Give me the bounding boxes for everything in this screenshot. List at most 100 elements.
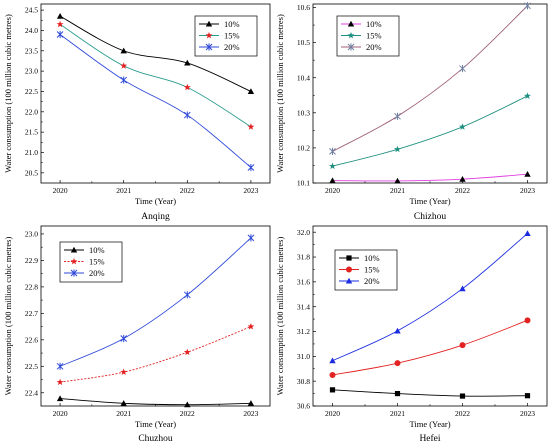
data-point	[247, 322, 255, 330]
y-tick-label: 10.3	[297, 108, 310, 117]
x-axis-title: Time (Year)	[135, 196, 176, 206]
legend-marker	[205, 43, 213, 51]
data-point	[394, 177, 401, 184]
x-tick-label: 2022	[455, 186, 470, 195]
data-point	[56, 362, 64, 370]
data-point	[247, 400, 255, 406]
data-point	[459, 342, 466, 349]
y-tick-label: 23.0	[25, 67, 38, 76]
legend: 10% 15%20%	[59, 241, 123, 283]
x-axis-title: Time (Year)	[409, 196, 450, 206]
data-point	[184, 401, 191, 408]
x-tick-label: 2022	[180, 186, 195, 195]
data-point	[120, 62, 128, 69]
data-point	[524, 2, 531, 10]
legend-marker	[346, 255, 352, 261]
x-tick-label: 2021	[116, 409, 131, 418]
legend-marker	[205, 31, 213, 39]
y-tick-label: 30.6	[297, 402, 310, 411]
legend-label: 10%	[89, 245, 105, 255]
y-tick-label: 31.8	[297, 253, 310, 262]
chart-caption: Chuzhou	[138, 434, 173, 444]
data-point	[459, 393, 466, 399]
x-tick-label: 2020	[325, 186, 340, 195]
legend-marker	[347, 31, 355, 39]
y-tick-label: 24.0	[25, 26, 38, 35]
x-tick-label: 2023	[243, 409, 258, 418]
legend-label: 10%	[366, 19, 382, 29]
x-axis-title: Time (Year)	[409, 419, 450, 429]
series-line-15pct	[332, 319, 528, 376]
legend-label: 15%	[364, 265, 380, 275]
data-point	[184, 59, 191, 66]
legend-box	[336, 15, 400, 57]
y-tick-label: 24.5	[25, 6, 38, 15]
data-point	[329, 162, 336, 170]
y-tick-label: 31.0	[297, 352, 310, 361]
x-tick-label: 2021	[390, 409, 405, 418]
data-point	[183, 291, 191, 299]
legend-label: 15%	[89, 257, 105, 267]
legend: 10% 15%20%	[334, 249, 398, 291]
legend-marker	[70, 257, 78, 265]
legend-box	[59, 241, 123, 283]
data-point	[247, 88, 255, 95]
y-tick-label: 32.0	[297, 228, 310, 237]
y-tick-label: 10.5	[297, 38, 310, 47]
y-tick-label: 22.5	[25, 87, 38, 96]
legend-marker	[70, 246, 78, 253]
legend-marker	[70, 269, 78, 277]
data-point	[459, 64, 466, 73]
y-tick-label: 23.5	[25, 46, 38, 55]
series-line-15pct	[60, 326, 252, 383]
data-point	[329, 371, 336, 378]
chart-caption: Hefei	[419, 433, 440, 444]
legend-marker	[205, 20, 213, 27]
y-tick-label: 23.0	[25, 230, 38, 239]
x-tick-label: 2022	[455, 409, 470, 418]
data-point	[120, 368, 128, 376]
x-tick-label: 2020	[325, 409, 340, 418]
data-point	[56, 395, 64, 402]
y-tick-label: 21.5	[25, 128, 38, 137]
series-line-20pct	[332, 233, 528, 362]
x-tick-label: 2020	[53, 409, 68, 418]
y-tick-label: 31.2	[297, 327, 310, 336]
y-tick-label: 22.4	[25, 388, 38, 397]
legend-label: 20%	[366, 42, 382, 52]
data-point	[56, 20, 64, 28]
series-line-20pct	[59, 237, 252, 367]
data-point	[247, 123, 255, 130]
y-tick-label: 10.6	[297, 3, 310, 12]
series-line-20pct	[59, 34, 252, 168]
x-tick-label: 2021	[390, 186, 405, 195]
y-tick-label: 22.9	[25, 256, 38, 265]
legend-marker	[347, 20, 355, 27]
series-line-15pct	[332, 95, 528, 167]
data-point	[394, 327, 401, 334]
data-point	[459, 285, 466, 292]
series-line-10pct	[332, 389, 528, 397]
x-tick-label: 2021	[116, 186, 131, 195]
data-point	[524, 393, 531, 399]
y-tick-label: 22.8	[25, 282, 38, 291]
data-point	[524, 317, 531, 324]
data-point	[120, 334, 128, 343]
data-point	[247, 163, 255, 172]
data-point	[524, 92, 531, 99]
data-point	[329, 387, 336, 393]
data-point	[394, 390, 401, 397]
legend-marker	[347, 43, 355, 51]
y-axis-title: Water consumption (100 million cubic met…	[3, 14, 13, 173]
y-tick-label: 22.7	[25, 309, 38, 318]
legend-marker	[345, 277, 353, 284]
y-tick-label: 10.1	[297, 179, 310, 188]
data-point	[120, 400, 127, 406]
y-axis-title: Water consumption (100 million cubic met…	[275, 237, 285, 396]
data-point	[394, 145, 401, 153]
data-point	[120, 76, 128, 84]
chart-caption: Chizhou	[414, 212, 446, 222]
chart-caption: Anqing	[141, 212, 170, 222]
y-tick-label: 20.5	[25, 168, 38, 177]
